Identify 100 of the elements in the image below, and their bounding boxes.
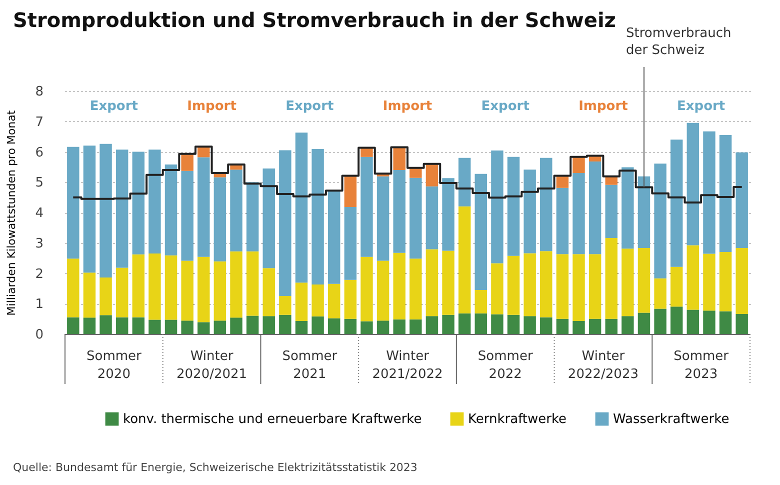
bar xyxy=(312,284,324,316)
bar xyxy=(426,186,438,250)
bar xyxy=(507,314,520,334)
bar xyxy=(491,263,504,314)
bar xyxy=(622,316,634,334)
text: Winter 2020/2021 xyxy=(176,349,248,382)
bar xyxy=(605,184,618,238)
bar xyxy=(410,258,422,320)
bar xyxy=(524,253,536,316)
bar xyxy=(572,173,585,254)
bar xyxy=(360,156,373,257)
bar xyxy=(410,319,422,334)
y-tick-label: 4 xyxy=(35,206,44,221)
bar xyxy=(67,146,80,259)
bar xyxy=(246,182,259,252)
bar xyxy=(100,315,112,334)
text: Winter 2022/2023 xyxy=(568,349,638,382)
annotation: Export xyxy=(481,99,530,114)
text: Sommer 2020 xyxy=(86,349,142,382)
bar xyxy=(540,317,552,334)
bar xyxy=(540,251,552,318)
bar xyxy=(458,206,471,314)
bar xyxy=(132,254,145,318)
bar xyxy=(344,280,357,319)
bar xyxy=(670,140,683,267)
bar xyxy=(132,152,145,254)
bar xyxy=(230,251,242,318)
bar xyxy=(622,248,634,316)
bar xyxy=(458,158,471,206)
bar xyxy=(279,296,292,315)
bar xyxy=(164,255,178,320)
annotation: Export xyxy=(677,99,726,114)
bar xyxy=(736,152,748,248)
bar xyxy=(654,164,666,278)
bar xyxy=(360,321,373,334)
y-tick-label: 2 xyxy=(35,266,44,282)
bar xyxy=(181,260,194,321)
text: Sommer 2023 xyxy=(674,349,730,382)
text: Sommer 2022 xyxy=(478,349,534,382)
bar xyxy=(393,252,406,320)
bar xyxy=(246,251,259,316)
bar xyxy=(393,319,406,334)
bar xyxy=(181,170,194,261)
source-note: Quelle: Bundesamt für Energie, Schweizerische Elektrizitätsstatistik 2023 xyxy=(13,461,418,474)
bar xyxy=(328,191,340,284)
bar xyxy=(116,150,128,268)
bar xyxy=(719,252,732,312)
bar xyxy=(703,131,716,254)
bar xyxy=(474,174,488,290)
bar xyxy=(654,308,666,334)
bar xyxy=(605,238,618,319)
bar xyxy=(214,177,226,262)
bar xyxy=(393,147,406,170)
bar xyxy=(83,146,96,273)
bar xyxy=(344,318,357,334)
bar xyxy=(524,170,536,254)
bar xyxy=(83,272,96,318)
text: Winter 2021/2022 xyxy=(372,349,443,382)
bar xyxy=(164,164,178,256)
annotation: Import xyxy=(578,99,628,114)
bar xyxy=(654,278,666,309)
bar xyxy=(344,207,357,280)
bar xyxy=(686,245,700,310)
bar xyxy=(442,178,454,251)
bar xyxy=(622,167,634,249)
bar xyxy=(540,158,552,252)
bar xyxy=(181,320,194,334)
bar xyxy=(181,154,194,171)
bar xyxy=(312,316,324,334)
bar xyxy=(736,248,748,314)
y-tick-label: 6 xyxy=(35,145,44,160)
bar xyxy=(132,317,145,334)
text: Sommer 2021 xyxy=(282,349,338,382)
bar xyxy=(100,144,112,278)
bar xyxy=(328,284,340,318)
bar xyxy=(148,150,161,254)
bar xyxy=(426,164,438,186)
bar xyxy=(376,320,390,334)
bar xyxy=(670,306,683,334)
bar xyxy=(198,157,210,257)
y-tick-label: 0 xyxy=(35,328,44,342)
bar xyxy=(442,314,454,334)
y-axis-title: Milliarden Kilowattstunden pro Monat xyxy=(5,110,18,316)
bar xyxy=(262,168,275,268)
bar xyxy=(148,320,161,334)
bar xyxy=(410,178,422,259)
bar xyxy=(703,310,716,334)
bar xyxy=(605,318,618,334)
bar xyxy=(686,310,700,334)
bar xyxy=(230,318,242,334)
bar xyxy=(393,170,406,253)
bar xyxy=(572,320,585,334)
bar xyxy=(262,316,275,334)
bar xyxy=(295,320,308,334)
bar xyxy=(686,122,700,246)
bar xyxy=(474,290,488,314)
legend-label: Wasserkraftwerke xyxy=(613,412,730,427)
bar xyxy=(116,317,128,334)
y-tick-label: 1 xyxy=(35,297,44,312)
bar xyxy=(410,168,422,178)
